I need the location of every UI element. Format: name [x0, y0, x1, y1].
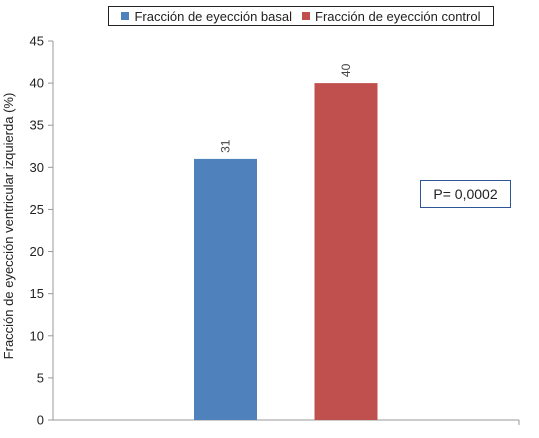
y-tick-label: 40 [30, 76, 44, 91]
plot-frame [52, 41, 520, 425]
bars [194, 83, 378, 420]
y-axis-label: Fracción de eyección ventricular izquier… [1, 93, 16, 360]
legend-label-control: Fracción de eyección control [315, 8, 481, 24]
y-tick-label: 35 [30, 118, 44, 133]
bar [314, 83, 378, 420]
y-tick-label: 5 [37, 370, 44, 385]
y-tick-label: 0 [37, 413, 44, 428]
legend-label-basal: Fracción de eyección basal [134, 8, 293, 24]
bar-data-labels: 31 40 [219, 63, 354, 152]
bar-data-label: 40 [339, 63, 353, 77]
y-tick-label: 25 [30, 202, 44, 217]
bar-data-label: 31 [219, 139, 233, 153]
y-axis-ticks: 0 5 10 15 20 25 30 35 40 45 [30, 34, 53, 428]
legend-item-control: Fracción de eyección control [302, 8, 481, 24]
legend: Fracción de eyección basal Fracción de e… [108, 6, 494, 26]
bar [194, 158, 257, 420]
y-tick-label: 30 [30, 160, 44, 175]
y-tick-label: 45 [30, 34, 44, 49]
legend-item-basal: Fracción de eyección basal [121, 9, 292, 24]
y-tick-label: 15 [30, 286, 44, 301]
legend-swatch-control [302, 12, 311, 20]
legend-swatch-basal [121, 12, 130, 20]
p-value-annotation: P= 0,0002 [420, 180, 511, 208]
y-tick-label: 20 [30, 244, 44, 259]
p-value-text: P= 0,0002 [433, 186, 498, 202]
y-tick-label: 10 [30, 328, 44, 343]
